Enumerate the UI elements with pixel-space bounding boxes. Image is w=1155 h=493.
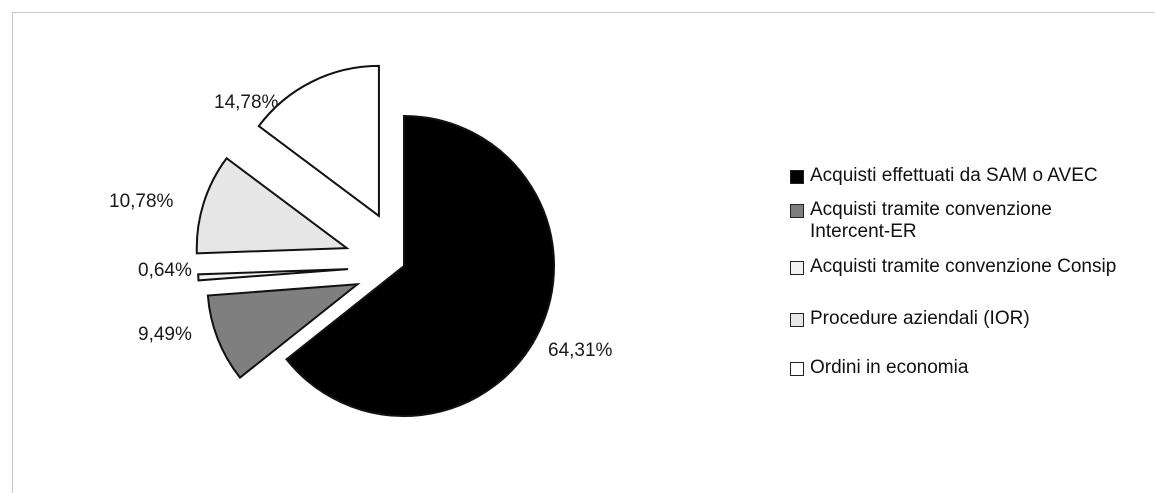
legend-swatch-3 <box>790 261 804 275</box>
legend-swatch-5 <box>790 362 804 376</box>
legend-label-line: Acquisti tramite convenzione <box>810 199 1052 220</box>
legend-item-3: Acquisti tramite convenzione Consip <box>790 256 1116 278</box>
pie-slice-label-1: 64,31% <box>548 340 613 361</box>
legend-label-line: Acquisti effettuati da SAM o AVEC <box>810 165 1098 186</box>
legend-item-4: Procedure aziendali (IOR) <box>790 308 1030 330</box>
chart-frame <box>12 12 1155 493</box>
pie-slice-label-5: 14,78% <box>214 92 279 113</box>
legend-label-5: Ordini in economia <box>810 357 968 379</box>
legend-label-4: Procedure aziendali (IOR) <box>810 308 1030 330</box>
pie-slice-2 <box>206 283 361 379</box>
legend-swatch-2 <box>790 204 804 218</box>
pie-slice-5 <box>257 64 380 218</box>
legend-label-3: Acquisti tramite convenzione Consip <box>810 256 1116 278</box>
pie-slice-label-4: 10,78% <box>109 191 174 212</box>
legend-swatch-4 <box>790 313 804 327</box>
pie-chart: 64,31% 9,49% 0,64% 10,78% 14,78% <box>109 64 613 417</box>
pie-slice-label-2: 9,49% <box>138 324 192 345</box>
legend-item-2: Acquisti tramite convenzione Intercent-ER <box>790 199 1052 243</box>
legend-label-line: Acquisti tramite convenzione Consip <box>810 256 1117 277</box>
pie-slice-4 <box>195 156 350 255</box>
legend-swatch-1 <box>790 170 804 184</box>
legend-label-1: Acquisti effettuati da SAM o AVEC <box>810 165 1098 187</box>
legend-label-line: Procedure aziendali (IOR) <box>810 308 1030 329</box>
pie-slice-3 <box>197 268 349 282</box>
pie-slice-label-3: 0,64% <box>138 260 192 281</box>
legend-item-5: Ordini in economia <box>790 357 968 379</box>
legend-label-line: Ordini in economia <box>810 357 969 378</box>
legend-label-2: Acquisti tramite convenzione Intercent-ER <box>810 199 1052 243</box>
legend-item-1: Acquisti effettuati da SAM o AVEC <box>790 165 1098 187</box>
legend-label-line: Intercent-ER <box>810 221 917 242</box>
pie-slice-1 <box>285 114 555 417</box>
